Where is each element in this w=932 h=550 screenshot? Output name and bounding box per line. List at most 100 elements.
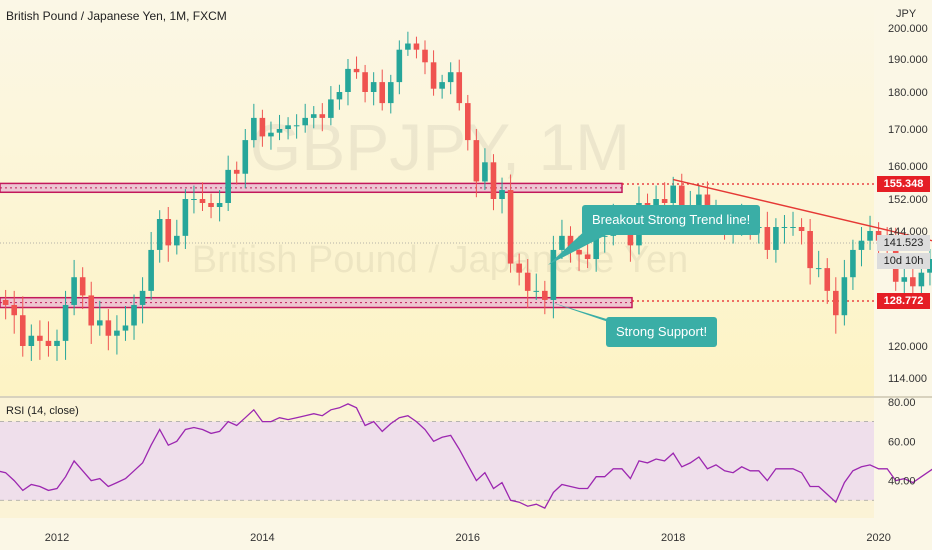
price-tick-label: 152.000 [888, 194, 928, 206]
time-tick-label: 2018 [661, 532, 685, 544]
support-price-tag: 128.772 [877, 293, 930, 309]
candle-body [328, 99, 334, 118]
countdown-tag: 10d 10h [877, 253, 930, 269]
candle-body [2, 299, 9, 305]
candle-body [764, 227, 771, 250]
candle-body [781, 227, 788, 228]
candle-body [199, 199, 206, 203]
candle-body [918, 272, 925, 287]
candle-body [122, 325, 129, 331]
candle-body [216, 203, 223, 207]
candle-body [456, 72, 463, 104]
candle-body [379, 82, 386, 104]
support-callout: Strong Support! [606, 317, 718, 347]
candle-body [516, 263, 522, 273]
candle-body [405, 43, 411, 50]
candle-body [507, 190, 514, 264]
breakout-callout: Breakout Strong Trend line! [582, 205, 761, 235]
candle-body [473, 140, 480, 182]
currency-label: JPY [896, 8, 917, 20]
candle-body [533, 290, 540, 292]
candle-body [11, 304, 18, 316]
time-tick-label: 2016 [456, 532, 480, 544]
candle-body [661, 199, 668, 203]
price-tick-label: 200.000 [888, 23, 928, 35]
candle-body [233, 169, 240, 174]
candle-body [345, 68, 351, 92]
rsi-title: RSI (14, close) [6, 405, 79, 417]
rsi-axis: 80.00 60.00 40.00 [888, 397, 916, 488]
candle-body [105, 320, 112, 336]
candle-body [670, 185, 676, 203]
candle-body [268, 132, 274, 137]
candle-body [593, 235, 599, 260]
candle-body [824, 268, 831, 291]
time-tick-label: 2014 [250, 532, 274, 544]
candle-body [71, 277, 77, 305]
candle-body [524, 272, 531, 291]
rsi-tick-label: 60.00 [888, 436, 916, 448]
breakout-callout-pointer [548, 226, 606, 265]
rsi-band [0, 421, 874, 501]
candle-body [790, 227, 796, 228]
candle-body [37, 335, 43, 341]
candle-body [139, 290, 146, 305]
candle-body [696, 194, 702, 207]
candle-body [242, 140, 249, 174]
candle-body [276, 129, 283, 133]
candle-body [850, 249, 856, 278]
candle-body [482, 162, 488, 182]
candle-body [773, 227, 779, 250]
candle-body [148, 249, 154, 291]
price-tick-label: 120.000 [888, 341, 928, 353]
price-tick-label: 160.000 [888, 161, 928, 173]
candle-body [191, 199, 197, 200]
candle-body [858, 240, 865, 250]
resistance-price-tag: 155.348 [877, 176, 930, 192]
candle-body [798, 227, 805, 231]
candle-body [542, 290, 548, 300]
candle-body [499, 190, 505, 199]
price-tick-label: 180.000 [888, 87, 928, 99]
price-tick-label: 190.000 [888, 54, 928, 66]
candle-body [490, 162, 497, 199]
price-tick-label: 114.000 [888, 373, 927, 385]
candle-body [208, 203, 214, 207]
zones-layer [0, 182, 877, 309]
candle-body [336, 92, 343, 100]
rsi-tick-label: 80.00 [888, 397, 916, 409]
candle-body [353, 68, 360, 73]
candle-body [310, 114, 317, 118]
candle-body [653, 199, 659, 207]
candle-body [841, 277, 848, 316]
candle-body [225, 169, 231, 203]
candle-body [131, 304, 137, 326]
candle-body [259, 117, 266, 137]
price-tick-label: 170.000 [888, 124, 928, 136]
candle-body [430, 62, 437, 89]
candle-body [833, 290, 839, 316]
candle-body [182, 199, 189, 236]
candle-body [88, 295, 95, 326]
candle-body [293, 125, 300, 127]
candle-body [45, 340, 52, 346]
rsi-line [0, 403, 932, 509]
candle-body [285, 125, 291, 129]
current-price-tag: 141.523 [877, 235, 930, 251]
candle-body [576, 249, 582, 255]
rsi-layer [0, 403, 932, 509]
candle-body [251, 117, 257, 141]
candle-body [807, 231, 813, 269]
candle-body [174, 235, 180, 246]
watermark-symbol: GBPJPY, 1M [250, 110, 630, 184]
candle-body [422, 49, 428, 63]
candle-body [396, 49, 403, 83]
candle-body [601, 235, 608, 237]
candle-body [550, 249, 557, 300]
candle-body [114, 330, 120, 336]
candle-body [559, 235, 565, 250]
candle-body [19, 315, 26, 346]
time-tick-label: 2012 [45, 532, 69, 544]
